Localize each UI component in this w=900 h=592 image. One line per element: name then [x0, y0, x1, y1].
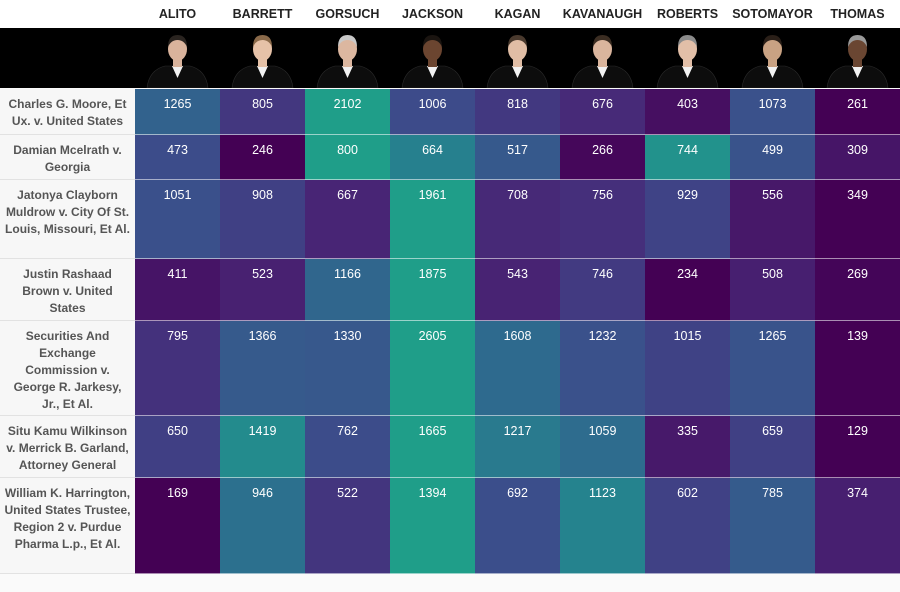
heatmap-cell: 805 — [220, 89, 305, 135]
heatmap-cell: 756 — [560, 180, 645, 259]
case-label: Jatonya Clayborn Muldrow v. City Of St. … — [0, 180, 135, 259]
portrait-roberts — [645, 28, 730, 88]
heatmap-cell: 946 — [220, 478, 305, 574]
heatmap-cell: 508 — [730, 259, 815, 321]
case-label: William K. Harrington, United States Tru… — [0, 478, 135, 574]
heatmap-cell: 403 — [645, 89, 730, 135]
heatmap-cell: 234 — [645, 259, 730, 321]
heatmap-cell: 1051 — [135, 180, 220, 259]
portrait-thomas — [815, 28, 900, 88]
case-label: Charles G. Moore, Et Ux. v. United State… — [0, 89, 135, 135]
heatmap-cell: 139 — [815, 321, 900, 416]
heatmap-cell: 708 — [475, 180, 560, 259]
case-label: Justin Rashaad Brown v. United States — [0, 259, 135, 321]
heatmap-cell: 659 — [730, 416, 815, 478]
heatmap-cell: 349 — [815, 180, 900, 259]
heatmap-cell: 1073 — [730, 89, 815, 135]
heatmap-cell: 374 — [815, 478, 900, 574]
heatmap-cell: 929 — [645, 180, 730, 259]
justice-name-kavanaugh: KAVANAUGH — [562, 7, 643, 21]
justice-name-sotomayor: SOTOMAYOR — [732, 7, 813, 21]
heatmap-cell: 1394 — [390, 478, 475, 574]
heatmap-cell: 650 — [135, 416, 220, 478]
heatmap-cell: 522 — [305, 478, 390, 574]
justice-name-thomas: THOMAS — [830, 7, 885, 21]
heatmap-cell: 473 — [135, 135, 220, 180]
heatmap-cell: 744 — [645, 135, 730, 180]
justice-name-barrett: BARRETT — [232, 7, 293, 21]
heatmap-cell: 602 — [645, 478, 730, 574]
heatmap-cell: 499 — [730, 135, 815, 180]
justice-name-jackson: JACKSON — [401, 7, 464, 21]
heatmap-cell: 1366 — [220, 321, 305, 416]
heatmap-cell: 1059 — [560, 416, 645, 478]
heatmap-cell: 1665 — [390, 416, 475, 478]
heatmap-cell: 1015 — [645, 321, 730, 416]
heatmap-cell: 246 — [220, 135, 305, 180]
heatmap-cell: 664 — [390, 135, 475, 180]
heatmap-cell: 692 — [475, 478, 560, 574]
heatmap-cell: 1232 — [560, 321, 645, 416]
heatmap-cell: 261 — [815, 89, 900, 135]
heatmap-cell: 523 — [220, 259, 305, 321]
heatmap-cell: 2102 — [305, 89, 390, 135]
justice-header-row: ALITO BARRETT GORSUCH JACKSON KAGAN KAVANAUGH… — [0, 0, 900, 28]
justice-name-kagan: KAGAN — [494, 7, 541, 21]
justice-portrait-band — [0, 28, 900, 88]
heatmap-cell: 309 — [815, 135, 900, 180]
heatmap-cell: 129 — [815, 416, 900, 478]
justice-name-alito: ALITO — [158, 7, 197, 21]
heatmap-cell: 1608 — [475, 321, 560, 416]
heatmap-cell: 818 — [475, 89, 560, 135]
heatmap-cell: 1123 — [560, 478, 645, 574]
heatmap-cell: 556 — [730, 180, 815, 259]
heatmap-cell: 1217 — [475, 416, 560, 478]
heatmap-cell: 169 — [135, 478, 220, 574]
heatmap-cell: 800 — [305, 135, 390, 180]
heatmap-cell: 1961 — [390, 180, 475, 259]
heatmap-cell: 667 — [305, 180, 390, 259]
heatmap-cell: 543 — [475, 259, 560, 321]
heatmap-cell: 1006 — [390, 89, 475, 135]
heatmap-cell: 676 — [560, 89, 645, 135]
portrait-kagan — [475, 28, 560, 88]
justice-name-roberts: ROBERTS — [656, 7, 719, 21]
portrait-barrett — [220, 28, 305, 88]
portrait-alito — [135, 28, 220, 88]
heatmap-cell: 908 — [220, 180, 305, 259]
case-label: Damian Mcelrath v. Georgia — [0, 135, 135, 180]
heatmap-cell: 746 — [560, 259, 645, 321]
heatmap-cell: 266 — [560, 135, 645, 180]
portrait-gorsuch — [305, 28, 390, 88]
heatmap-cell: 1265 — [135, 89, 220, 135]
portrait-kavanaugh — [560, 28, 645, 88]
heatmap-cell: 1875 — [390, 259, 475, 321]
heatmap-cell: 335 — [645, 416, 730, 478]
heatmap-cell: 1330 — [305, 321, 390, 416]
heatmap-cell: 1265 — [730, 321, 815, 416]
justice-name-gorsuch: GORSUCH — [315, 7, 380, 21]
heatmap-cell: 1419 — [220, 416, 305, 478]
heatmap-cell: 1166 — [305, 259, 390, 321]
heatmap-cell: 785 — [730, 478, 815, 574]
heatmap-cell: 517 — [475, 135, 560, 180]
portrait-sotomayor — [730, 28, 815, 88]
case-label: Situ Kamu Wilkinson v. Merrick B. Garlan… — [0, 416, 135, 478]
heatmap-cell: 411 — [135, 259, 220, 321]
case-label: Securities And Exchange Commission v. Ge… — [0, 321, 135, 416]
heatmap-cell: 2605 — [390, 321, 475, 416]
heatmap-cell: 762 — [305, 416, 390, 478]
portrait-jackson — [390, 28, 475, 88]
heatmap-cell: 795 — [135, 321, 220, 416]
heatmap-cell: 269 — [815, 259, 900, 321]
